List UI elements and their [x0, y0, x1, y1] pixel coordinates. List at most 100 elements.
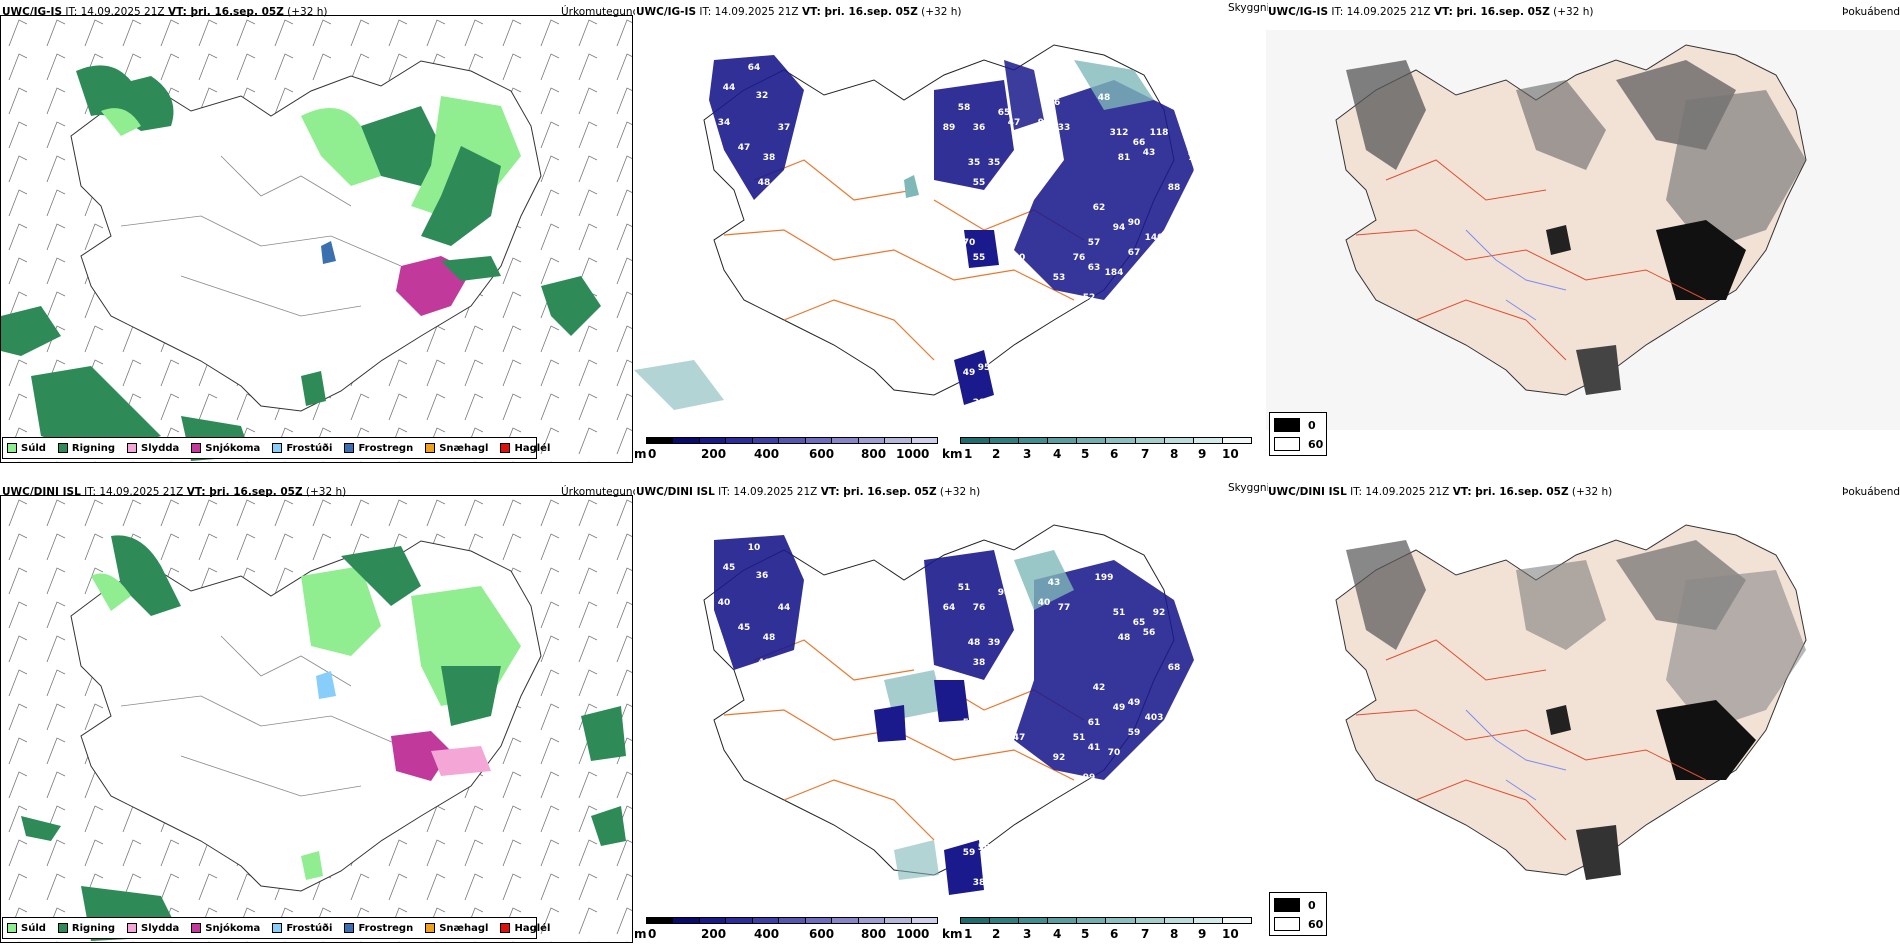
legend-item: Snæhagl	[425, 923, 488, 934]
ceiling-label: 51	[1113, 608, 1126, 618]
ceiling-label: 89	[943, 123, 956, 133]
colorbar-tick: 400	[754, 927, 780, 941]
fog-map	[1335, 524, 1807, 880]
ceiling-colorbar-bar	[646, 917, 938, 924]
colorbar-tick: 1000	[896, 927, 930, 941]
colorbar-tick: 400	[754, 447, 780, 461]
ceiling-label: 220	[1180, 743, 1199, 753]
ceiling-label: 42	[1093, 683, 1106, 693]
ceiling-label: 81	[1118, 153, 1131, 163]
ceiling-label: 48	[758, 178, 771, 188]
precip-panel-row1: UWC/IG-IS IT: 14.09.2025 21Z VT: þri. 16…	[0, 0, 635, 465]
ceiling-label: 38	[973, 658, 986, 668]
ceiling-label: 35	[968, 158, 981, 168]
ceiling-label: 59	[1193, 168, 1206, 178]
ceiling-label: 90	[1128, 218, 1141, 228]
ceiling-label: 40	[1038, 598, 1051, 608]
legend-item: Slydda	[127, 443, 179, 454]
ceiling-label: 73	[738, 193, 751, 203]
colorbar-tick: 7	[1141, 447, 1150, 461]
ceiling-label: 79	[1173, 248, 1186, 258]
colorbar-unit: m	[634, 447, 647, 461]
ceiling-label: 47	[1013, 733, 1026, 743]
colorbar-tick: 800	[861, 927, 887, 941]
fog-legend-item: 60	[1274, 437, 1323, 451]
ceiling-label: 53	[1053, 273, 1066, 283]
panel-title: UWC/IG-IS IT: 14.09.2025 21Z VT: þri. 16…	[1268, 6, 1594, 18]
ceiling-label: 403	[1145, 713, 1164, 723]
ceiling-label: 32	[756, 91, 769, 101]
ceiling-label: 199	[1095, 573, 1114, 583]
legend-item: Súld	[7, 923, 46, 934]
ceiling-label: 43	[1048, 578, 1061, 588]
ceiling-label: 95	[978, 363, 991, 373]
ceiling-label: 29	[973, 398, 986, 408]
ceiling-label: 76	[1043, 303, 1056, 313]
fog-panel-row1: UWC/IG-IS IT: 14.09.2025 21Z VT: þri. 16…	[1266, 0, 1900, 470]
ceiling-label: 55	[973, 178, 986, 188]
ceiling-label: 312	[1110, 128, 1129, 138]
precip-panel-row2: UWC/DINI ISL IT: 14.09.2025 21Z VT: þri.…	[0, 480, 635, 945]
precip-map-frame	[0, 495, 633, 943]
ceiling-label: 86	[1083, 823, 1096, 833]
visibility-colorbar-bar	[960, 917, 1252, 924]
ceiling-label: 36	[1048, 98, 1061, 108]
legend-item: Frostregn	[344, 923, 413, 934]
visibility-colorbar-bar	[960, 437, 1252, 444]
ceiling-label: 48	[1118, 633, 1131, 643]
ceiling-label: 34	[718, 118, 731, 128]
ceiling-label: 33	[1058, 123, 1071, 133]
ceiling-label: 36	[973, 123, 986, 133]
colorbar-tick: 200	[701, 447, 727, 461]
legend-item: Súld	[7, 443, 46, 454]
ceiling-label: 58	[958, 103, 971, 113]
visibility-colorbar: km 1 2 3 4 5 6 7 8 9 10	[942, 437, 1262, 467]
panel-title: UWC/DINI ISL IT: 14.09.2025 21Z VT: þri.…	[1268, 486, 1613, 498]
ceiling-label: 62	[1093, 203, 1106, 213]
ceiling-label: 76	[973, 603, 986, 613]
ceiling-label: 44	[778, 603, 791, 613]
ceiling-label: 51	[958, 583, 971, 593]
colorbar-tick: 9	[1198, 447, 1207, 461]
ceiling-label: 48	[1013, 643, 1026, 653]
ceiling-label: 35	[988, 158, 1001, 168]
ceiling-label: 10	[748, 543, 761, 553]
panel-field-label: Skyggni	[1228, 482, 1268, 494]
colorbar-unit: m	[634, 927, 647, 941]
ceiling-label: 56	[1143, 628, 1156, 638]
ceiling-label: 140	[1145, 233, 1164, 243]
ceiling-label: 46	[1108, 308, 1121, 318]
ceiling-label: 49	[963, 368, 976, 378]
ceiling-label: 50	[978, 843, 991, 853]
colorbar-tick: 3	[1023, 927, 1032, 941]
ceiling-label: 94	[1113, 223, 1126, 233]
colorbar-tick: 2	[992, 447, 1001, 461]
legend-item: Snæhagl	[425, 443, 488, 454]
ceiling-label: 38	[763, 153, 776, 163]
ceiling-label: 66	[1133, 138, 1146, 148]
colorbar-tick: 3	[1023, 447, 1032, 461]
ceiling-label: 51	[1073, 733, 1086, 743]
legend-item: Rigning	[57, 923, 115, 934]
ceiling-label: 36	[756, 571, 769, 581]
ceiling-label: 63	[1088, 263, 1101, 273]
ceiling-label: 48	[968, 638, 981, 648]
ceiling-label: 61	[1088, 718, 1101, 728]
ceiling-label: 45	[738, 623, 751, 633]
ceiling-label: 77	[1058, 603, 1071, 613]
ceiling-label: 50	[738, 673, 751, 683]
ceiling-label: 41	[1108, 788, 1121, 798]
fog-legend-item: 60	[1274, 917, 1323, 931]
legend-item: Slydda	[127, 923, 179, 934]
colorbar-tick: 0	[648, 927, 657, 941]
legend-item: Snjókoma	[191, 923, 260, 934]
ceiling-label: 41	[1168, 278, 1181, 288]
ceiling-label: 94	[1168, 758, 1181, 768]
legend-item: Haglél	[500, 443, 550, 454]
ceiling-label: 38	[973, 878, 986, 888]
ceiling-label: 70	[1188, 153, 1201, 163]
ceiling-label: 43	[1193, 648, 1206, 658]
